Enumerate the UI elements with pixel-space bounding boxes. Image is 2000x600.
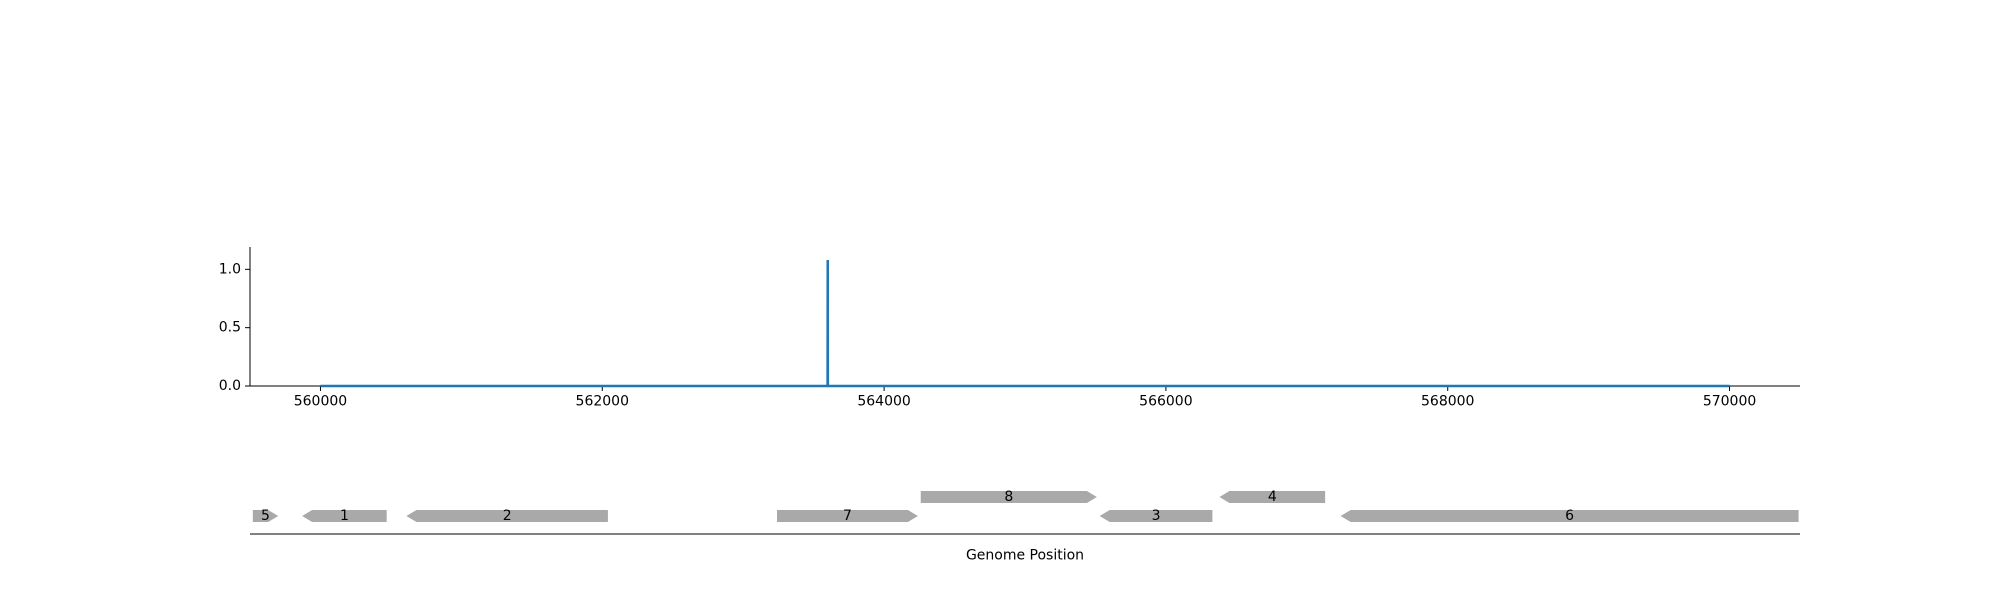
gene-label: 5 [261, 508, 270, 524]
gene-feature: 7 [777, 508, 918, 524]
gene-feature: 8 [920, 489, 1097, 505]
gene-track: 5 1 2 7 8 3 4 6 Genome Position [250, 489, 1800, 564]
x-tick-label: 560000 [294, 394, 347, 410]
gene-feature: 3 [1099, 508, 1213, 524]
gene-arrow [1099, 510, 1213, 522]
gene-label: 3 [1152, 508, 1161, 524]
gene-arrow [1219, 491, 1326, 503]
gene-label: 1 [340, 508, 349, 524]
y-tick-label: 0.0 [219, 378, 241, 394]
gene-label: 8 [1004, 489, 1013, 505]
gene-label: 4 [1268, 489, 1277, 505]
gene-feature: 5 [252, 508, 279, 524]
gene-feature: 2 [406, 508, 608, 524]
gene-arrow [302, 510, 387, 522]
gene-feature: 1 [302, 508, 387, 524]
features-layer: 5 1 2 7 8 3 4 6 [252, 489, 1799, 524]
x-tick-label: 570000 [1703, 394, 1756, 410]
y-tick-label: 1.0 [219, 261, 241, 277]
track-xlabel: Genome Position [966, 548, 1084, 564]
series-line [320, 259, 1730, 388]
coverage-chart: 0.0 0.5 1.0 560000 562000 564000 566000 568000… [219, 247, 1800, 410]
gene-label: 7 [843, 508, 852, 524]
gene-arrow [252, 510, 279, 522]
gene-label: 6 [1565, 508, 1574, 524]
x-tick-label: 564000 [857, 394, 910, 410]
x-tick-label: 568000 [1421, 394, 1474, 410]
series-layer [320, 259, 1730, 388]
y-tick-label: 0.5 [219, 320, 241, 336]
y-ticks: 0.0 0.5 1.0 [219, 261, 250, 394]
x-tick-label: 562000 [576, 394, 629, 410]
gene-label: 2 [503, 508, 512, 524]
gene-arrow [406, 510, 608, 522]
x-tick-label: 566000 [1139, 394, 1192, 410]
gene-arrow [1340, 510, 1799, 522]
x-ticks: 560000 562000 564000 566000 568000 570000 [294, 386, 1756, 410]
gene-arrow [777, 510, 918, 522]
gene-feature: 4 [1219, 489, 1326, 505]
gene-arrow [920, 491, 1097, 503]
gene-feature: 6 [1340, 508, 1799, 524]
